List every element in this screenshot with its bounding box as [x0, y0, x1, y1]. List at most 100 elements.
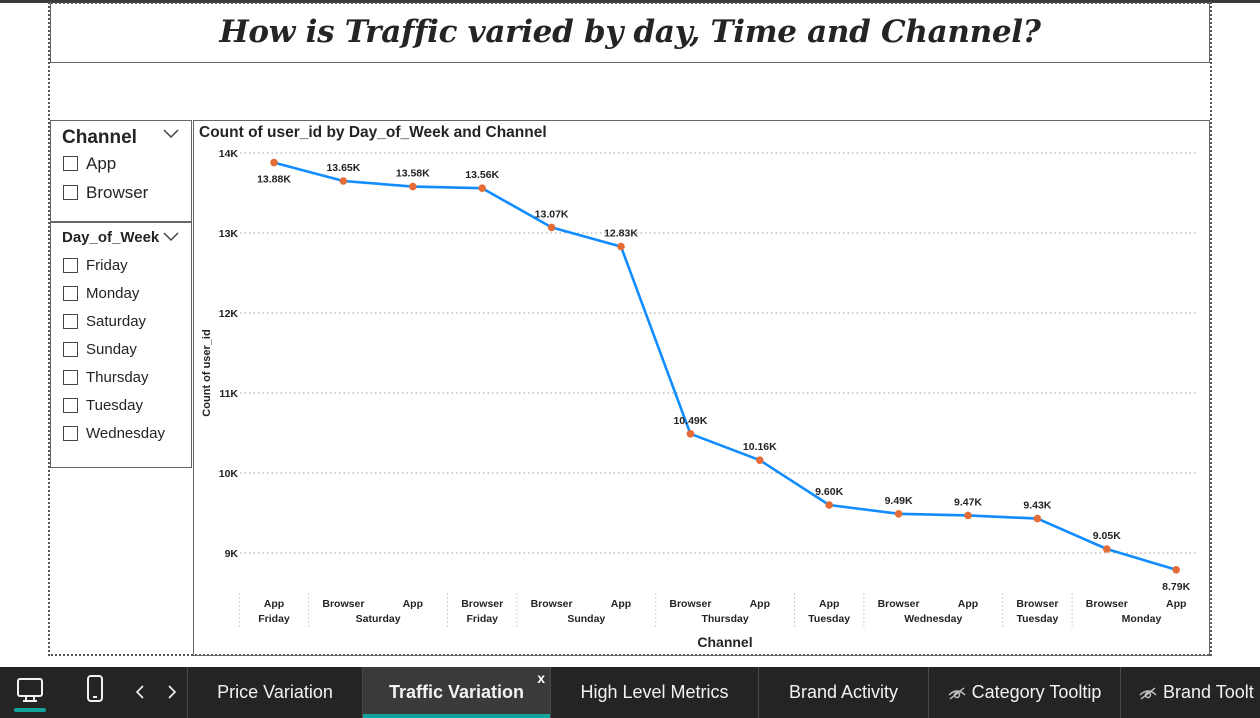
slicer-option-tuesday[interactable]: Tuesday	[51, 391, 191, 419]
data-point	[270, 158, 278, 167]
chevron-down-icon[interactable]	[163, 129, 179, 139]
x-tick-label-day: Friday	[258, 613, 290, 625]
slicer-option-label: Friday	[86, 256, 128, 274]
slicer-option-label: Thursday	[86, 368, 149, 386]
x-axis-label: Channel	[697, 634, 752, 650]
tab-price-variation[interactable]: Price Variation	[187, 667, 362, 718]
tab-high-level-metrics[interactable]: High Level Metrics	[550, 667, 758, 718]
channel-slicer-header[interactable]: Channel	[51, 121, 191, 149]
slicer-option-friday[interactable]: Friday	[51, 251, 191, 279]
data-label: 8.79K	[1162, 581, 1190, 593]
x-tick-label-day: Wednesday	[904, 613, 962, 625]
x-tick-label-day: Thursday	[701, 613, 748, 625]
checkbox[interactable]	[63, 257, 78, 273]
data-label: 9.05K	[1093, 530, 1121, 542]
data-label: 13.58K	[396, 168, 430, 180]
slicer-option-label: Sunday	[86, 340, 137, 358]
slicer-option-browser[interactable]: Browser	[51, 178, 191, 207]
data-point	[339, 177, 348, 185]
x-tick-label-day: Tuesday	[1016, 613, 1058, 625]
report-title-box: How is Traffic varied by day, Time and C…	[50, 2, 1210, 63]
hidden-page-icon	[948, 686, 966, 700]
checkbox[interactable]	[63, 425, 78, 441]
y-tick-label: 11K	[219, 388, 238, 400]
checkbox[interactable]	[63, 285, 78, 301]
day-slicer-title: Day_of_Week	[62, 229, 160, 246]
tab-label: Price Variation	[217, 682, 333, 702]
slicer-option-app[interactable]: App	[51, 149, 191, 178]
hidden-page-icon	[1139, 686, 1157, 700]
checkbox[interactable]	[63, 313, 78, 329]
data-point	[1033, 514, 1042, 523]
slicer-option-saturday[interactable]: Saturday	[51, 307, 191, 335]
slicer-option-label: App	[86, 153, 117, 173]
next-page-icon[interactable]	[166, 685, 178, 699]
mobile-view-icon[interactable]	[86, 675, 104, 705]
data-point	[964, 511, 972, 520]
checkbox[interactable]	[63, 156, 78, 171]
data-label: 9.49K	[885, 495, 913, 507]
x-tick-label-day: Tuesday	[808, 613, 850, 625]
x-tick-label-channel: Browser	[1086, 598, 1128, 610]
x-tick-label-channel: App	[611, 598, 631, 610]
prev-page-icon[interactable]	[134, 685, 146, 699]
x-tick-label-channel: Browser	[322, 598, 364, 610]
x-tick-label-day: Saturday	[356, 613, 401, 625]
slicer-option-wednesday[interactable]: Wednesday	[51, 419, 191, 447]
tab-label: High Level Metrics	[580, 682, 729, 702]
data-point	[686, 430, 695, 438]
checkbox[interactable]	[63, 397, 78, 413]
y-tick-label: 9K	[225, 548, 239, 560]
slicer-option-label: Browser	[86, 182, 149, 202]
page-tab-bar: Price Variation Traffic Variation x High…	[0, 667, 1260, 718]
line-chart-visual[interactable]: Count of user_id by Day_of_Week and Chan…	[193, 120, 1211, 656]
slicer-option-label: Monday	[86, 284, 140, 302]
x-tick-label-channel: App	[403, 598, 423, 610]
chevron-down-icon[interactable]	[163, 232, 179, 242]
close-tab-icon[interactable]: x	[537, 670, 545, 686]
desktop-view-icon[interactable]	[14, 675, 46, 713]
checkbox[interactable]	[63, 185, 78, 200]
data-label: 9.43K	[1023, 500, 1051, 512]
x-tick-label-channel: App	[819, 598, 839, 610]
data-label: 13.07K	[535, 208, 569, 220]
x-tick-label-channel: Browser	[1016, 598, 1058, 610]
x-tick-label-day: Friday	[466, 613, 498, 625]
series-line	[273, 161, 1177, 572]
report-title: How is Traffic varied by day, Time and C…	[219, 14, 1041, 50]
checkbox[interactable]	[63, 341, 78, 357]
x-tick-label-channel: Browser	[878, 598, 920, 610]
data-point	[547, 223, 556, 232]
slicer-option-label: Saturday	[86, 312, 147, 330]
tab-label: Traffic Variation	[388, 682, 525, 702]
tab-label: Brand Activity	[788, 682, 899, 702]
x-tick-label-day: Monday	[1122, 613, 1162, 625]
channel-slicer-title: Channel	[62, 127, 137, 148]
x-tick-label-channel: App	[1166, 598, 1186, 610]
x-tick-label-channel: Browser	[461, 598, 503, 610]
data-point	[1103, 545, 1111, 553]
slicer-option-thursday[interactable]: Thursday	[51, 363, 191, 391]
y-tick-label: 13K	[219, 228, 239, 240]
x-tick-label-channel: Browser	[531, 598, 573, 610]
data-label: 10.16K	[743, 441, 777, 453]
slicer-option-sunday[interactable]: Sunday	[51, 335, 191, 363]
data-point	[617, 242, 625, 251]
y-tick-label: 14K	[219, 148, 239, 160]
data-label: 9.60K	[815, 486, 843, 498]
top-border	[0, 0, 1260, 3]
tab-traffic-variation[interactable]: Traffic Variation x	[362, 667, 550, 718]
slicer-option-label: Tuesday	[86, 396, 143, 414]
data-point	[478, 184, 487, 192]
day-slicer-header[interactable]: Day_of_Week	[51, 223, 191, 251]
data-label: 13.65K	[326, 162, 360, 174]
slicer-option-monday[interactable]: Monday	[51, 279, 191, 307]
data-label: 10.49K	[673, 415, 707, 427]
tab-label: Brand Toolt	[1163, 682, 1254, 702]
tab-brand-tooltip[interactable]: Brand Toolt	[1120, 667, 1260, 718]
data-point	[1172, 566, 1180, 574]
data-label: 13.56K	[465, 169, 499, 181]
checkbox[interactable]	[63, 369, 78, 385]
tab-brand-activity[interactable]: Brand Activity	[758, 667, 928, 718]
tab-category-tooltip[interactable]: Category Tooltip	[928, 667, 1120, 718]
